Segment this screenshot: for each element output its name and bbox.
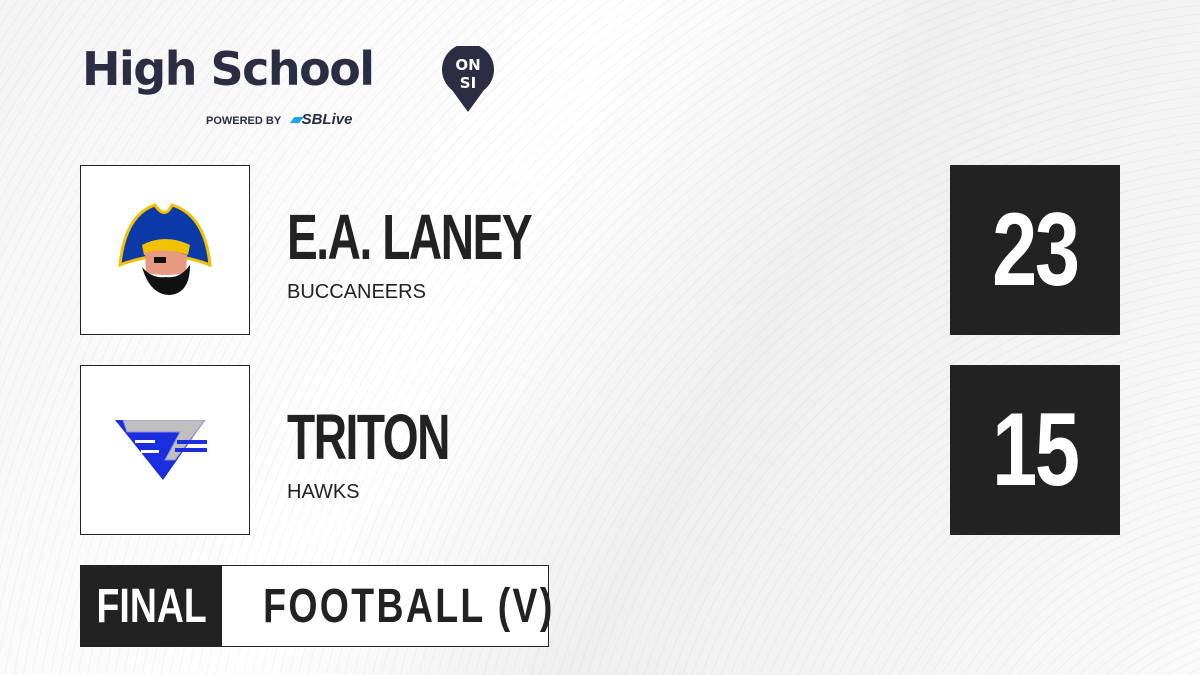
sblive-logo: ▰SBLive bbox=[290, 111, 353, 128]
score-value: 23 bbox=[992, 191, 1080, 308]
on-si-pin-icon: ON SI bbox=[442, 46, 494, 112]
svg-text:SI: SI bbox=[460, 74, 476, 92]
team-score: 15 bbox=[950, 365, 1120, 535]
svg-text:ON: ON bbox=[455, 56, 480, 74]
powered-by: POWERED BY ▰SBLive bbox=[206, 110, 352, 128]
powered-by-label: POWERED BY bbox=[206, 115, 281, 127]
brand-title: High School bbox=[82, 42, 375, 96]
status-label: FINAL bbox=[96, 579, 207, 633]
game-status-bar: FINAL FOOTBALL (V) bbox=[80, 565, 553, 647]
team-score: 23 bbox=[950, 165, 1120, 335]
team-logo-box bbox=[80, 365, 250, 535]
team-name: E.A. LANEY bbox=[287, 201, 533, 273]
hawk-triangle-logo-icon bbox=[115, 420, 207, 480]
sport-label: FOOTBALL (V) bbox=[263, 579, 555, 633]
final-badge: FINAL bbox=[81, 566, 223, 646]
pirate-logo-icon bbox=[118, 203, 212, 295]
sport-label-box: FOOTBALL (V) bbox=[222, 566, 596, 646]
team-logo-box bbox=[80, 165, 250, 335]
team-mascot: BUCCANEERS bbox=[287, 281, 426, 303]
team-name: TRITON bbox=[287, 401, 450, 473]
score-value: 15 bbox=[992, 391, 1080, 508]
team-mascot: HAWKS bbox=[287, 481, 360, 503]
